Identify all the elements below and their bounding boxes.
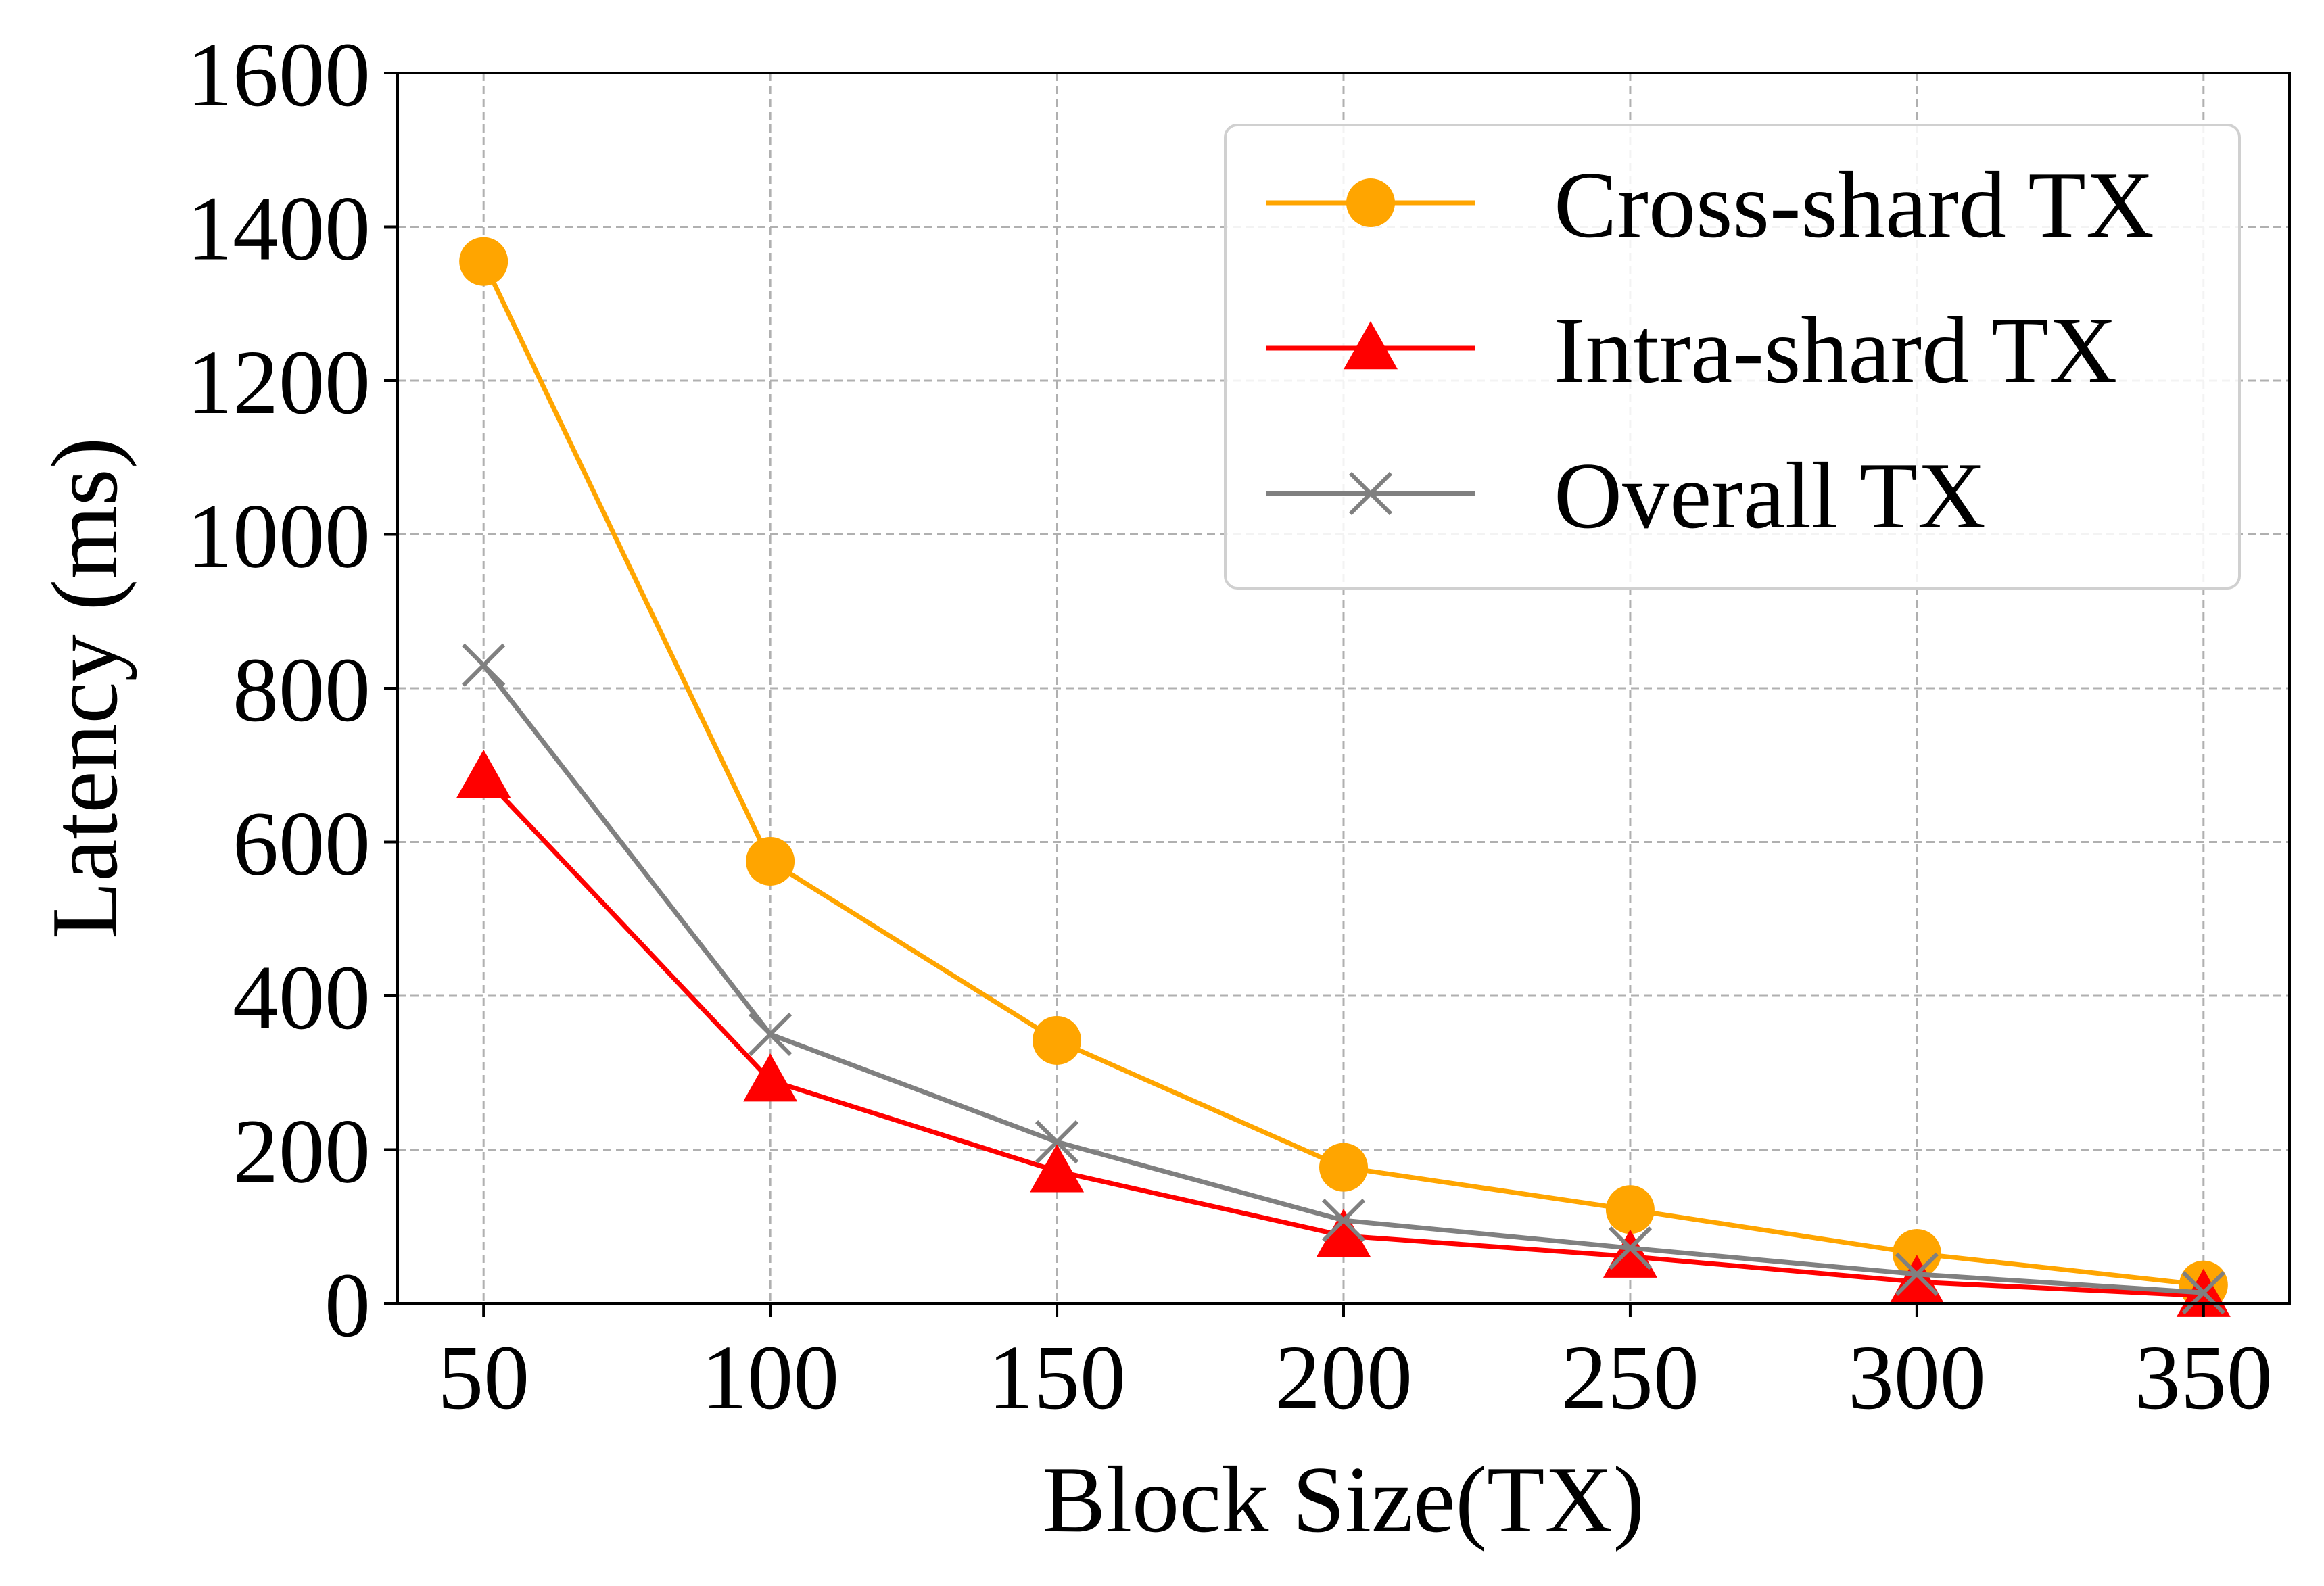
data-point [746, 836, 795, 886]
series-overall-tx [462, 643, 2225, 1315]
data-point [1319, 1143, 1368, 1192]
legend-box [1224, 124, 2241, 590]
data-point [1321, 1199, 1366, 1243]
legend-label: Intra-shard TX [1554, 298, 2117, 403]
axis-ticks: 50 100 150 200 250 300 350 0 200 400 600 800 1000 120… [187, 24, 2273, 1428]
legend: Cross-shard TX Intra-shard TX Overall TX [1224, 124, 2241, 590]
data-point [1892, 1229, 1941, 1278]
y-axis-title: Latency (ms) [32, 437, 137, 939]
x-axis-title: Block Size(TX) [1043, 1447, 1644, 1552]
legend-label: Overall TX [1554, 443, 1986, 548]
x-tick-label: 250 [1561, 1327, 1699, 1428]
legend-marker [1348, 471, 1393, 516]
data-point [1608, 1226, 1653, 1270]
x-tick-label: 300 [1848, 1327, 1986, 1428]
data-point [1605, 1185, 1655, 1234]
series-cross-shard-tx [459, 237, 2228, 1309]
legend-marker [1344, 321, 1398, 370]
x-tick-label: 150 [988, 1327, 1126, 1428]
y-tick-label: 1400 [187, 178, 371, 280]
y-tick-label: 1600 [187, 24, 371, 126]
x-tick-label: 200 [1275, 1327, 1413, 1428]
data-point [1317, 1208, 1371, 1257]
y-tick-label: 0 [325, 1255, 371, 1356]
data-point [1033, 1015, 1082, 1065]
legend-label: Cross-shard TX [1554, 153, 2154, 258]
data-point [1895, 1252, 1939, 1296]
y-tick-label: 200 [233, 1101, 371, 1203]
legend-item: Overall TX [1266, 443, 1986, 548]
data-point [456, 749, 511, 798]
data-point [462, 643, 506, 688]
y-tick-label: 600 [233, 794, 371, 895]
data-point [459, 237, 508, 286]
data-point [1035, 1120, 1079, 1164]
series-intra-shard-tx [456, 749, 2231, 1317]
data-point [2181, 1270, 2225, 1315]
y-tick-label: 400 [233, 947, 371, 1049]
data-point [1603, 1229, 1657, 1278]
x-tick-label: 100 [701, 1327, 839, 1428]
series-layer [456, 237, 2231, 1317]
x-tick-label: 50 [437, 1327, 529, 1428]
y-tick-label: 800 [233, 640, 371, 741]
data-point [1889, 1255, 1944, 1303]
y-tick-label: 1200 [187, 332, 371, 433]
x-tick-label: 350 [2135, 1327, 2273, 1428]
legend-item: Cross-shard TX [1266, 153, 2154, 258]
data-point [1030, 1144, 1085, 1193]
data-point [743, 1053, 798, 1102]
legend-item: Intra-shard TX [1266, 298, 2117, 403]
legend-marker [1346, 178, 1395, 227]
y-tick-label: 1000 [187, 486, 371, 587]
data-point [748, 1012, 792, 1057]
